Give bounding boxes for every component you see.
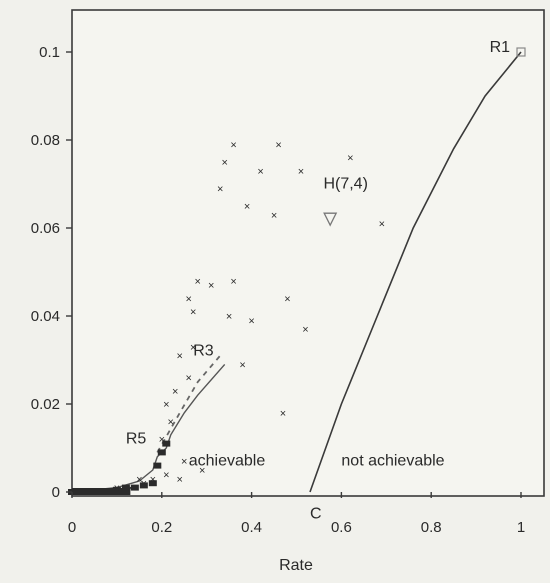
annotation-label: R3 xyxy=(193,343,214,360)
cluster-point xyxy=(158,449,166,455)
scatter-point: × xyxy=(379,219,385,231)
y-tick-label: 0.1 xyxy=(39,44,60,61)
annotation-label: R5 xyxy=(126,431,147,448)
scatter-point: × xyxy=(186,373,192,385)
scatter-point: × xyxy=(244,201,250,213)
annotation-label: achievable xyxy=(189,453,266,470)
scatter-point: × xyxy=(347,153,353,165)
scatter-point: × xyxy=(168,417,174,429)
annotation-label: R1 xyxy=(490,39,511,56)
scatter-point: × xyxy=(181,456,187,468)
y-tick-label: 0.06 xyxy=(31,220,60,237)
scatter-point: × xyxy=(177,474,183,486)
scatter-point: × xyxy=(257,166,263,178)
scatter-point: × xyxy=(186,293,192,305)
annotation-label: C xyxy=(310,505,322,522)
scatter-point: × xyxy=(284,293,290,305)
x-axis-title: Rate xyxy=(279,557,313,574)
scatter-point: × xyxy=(190,307,196,319)
scatter-point: × xyxy=(150,474,156,486)
plot-area xyxy=(72,10,544,496)
x-tick-label: 0.2 xyxy=(151,519,172,536)
scatter-point: × xyxy=(271,210,277,222)
cluster-point xyxy=(153,463,161,469)
scatter-point: × xyxy=(226,311,232,323)
scatter-point: × xyxy=(230,139,236,151)
scatter-point: × xyxy=(159,434,165,446)
y-tick-label: 0.08 xyxy=(31,132,60,149)
x-tick-label: 0 xyxy=(68,519,76,536)
scatter-point: × xyxy=(221,157,227,169)
y-tick-label: 0.02 xyxy=(31,396,60,413)
scatter-point: × xyxy=(298,166,304,178)
scatter-point: × xyxy=(230,276,236,288)
annotation-label: not achievable xyxy=(341,453,444,470)
scatter-point: × xyxy=(302,324,308,336)
x-tick-label: 0.8 xyxy=(421,519,442,536)
scatter-point: × xyxy=(163,469,169,481)
cluster-band xyxy=(72,488,130,495)
scatter-point: × xyxy=(195,276,201,288)
y-tick-label: 0.04 xyxy=(31,308,60,325)
x-tick-label: 0.4 xyxy=(241,519,262,536)
y-axis: 0 0.02 0.04 0.06 0.08 0.1 xyxy=(31,44,72,501)
x-axis: 0 0.2 0.4 0.6 0.8 1 xyxy=(68,492,525,536)
scatter-point: × xyxy=(163,399,169,411)
scatter-point: × xyxy=(208,280,214,292)
annotation-label: H(7,4) xyxy=(323,175,367,192)
y-tick-label: 0 xyxy=(52,484,60,501)
scatter-point: × xyxy=(114,483,120,495)
scatter-point: × xyxy=(217,183,223,195)
scatter-point: × xyxy=(275,139,281,151)
scatter-point: × xyxy=(248,315,254,327)
scatter-point: × xyxy=(172,386,178,398)
scatter-point: × xyxy=(136,474,142,486)
scatter-point: × xyxy=(127,483,133,495)
x-tick-label: 1 xyxy=(517,519,525,536)
scatter-point: × xyxy=(280,408,286,420)
x-tick-label: 0.6 xyxy=(331,519,352,536)
scatter-point: × xyxy=(239,359,245,371)
scatter-point: × xyxy=(177,351,183,363)
